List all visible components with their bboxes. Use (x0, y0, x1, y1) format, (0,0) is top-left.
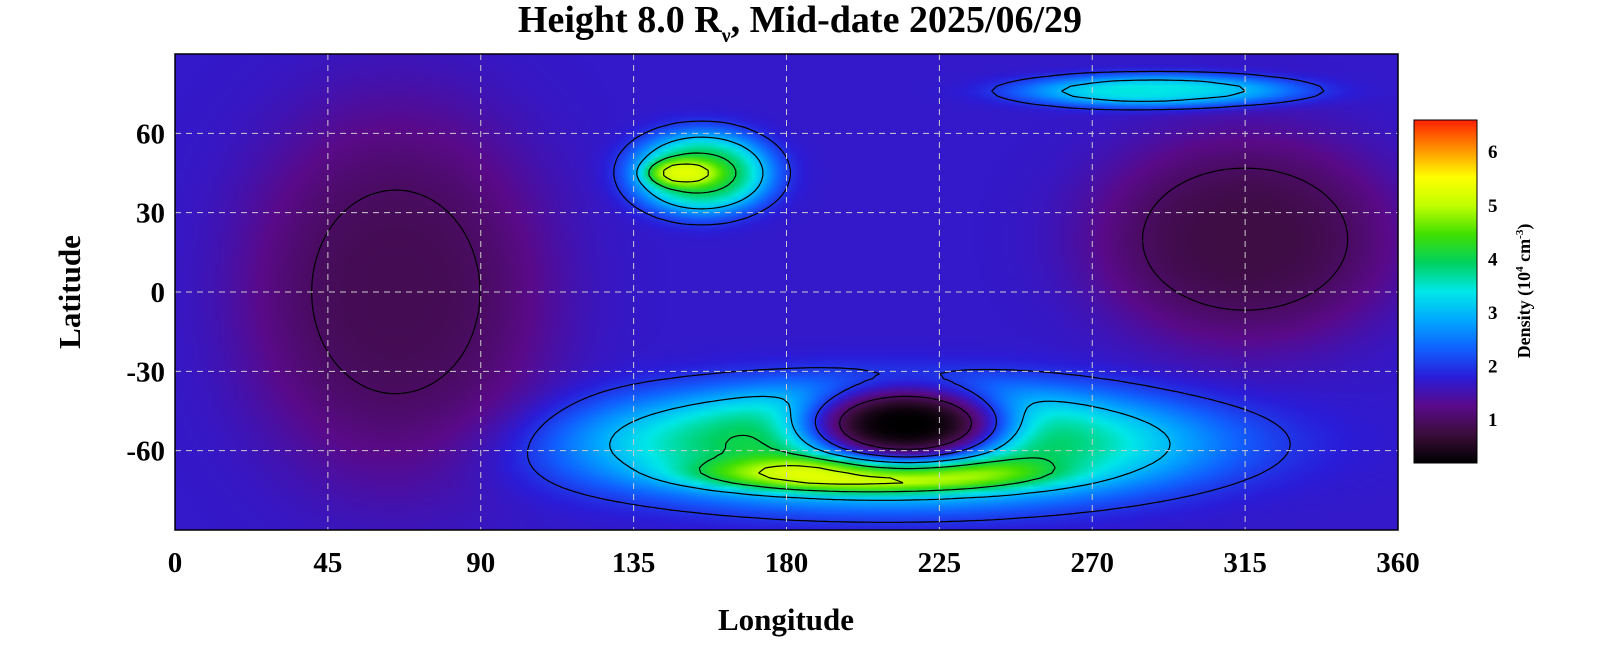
x-axis-label: Longitude (718, 602, 854, 637)
y-axis-ticks: 60 30 0 -30 -60 (126, 118, 165, 467)
x-axis-ticks: 0 45 90 135 180 225 270 315 360 (168, 547, 1420, 579)
contour-lines (311, 70, 1349, 523)
colorbar-tick-label: 3 (1488, 303, 1498, 324)
x-tick-label: 225 (918, 547, 962, 579)
y-tick-label: -30 (126, 356, 165, 388)
y-tick-label: 0 (151, 277, 166, 309)
x-tick-label: 360 (1376, 547, 1420, 579)
y-tick-label: -60 (126, 436, 165, 468)
colorbar-tick-label: 2 (1488, 357, 1498, 378)
y-tick-label: 30 (136, 198, 165, 230)
x-tick-label: 45 (313, 547, 342, 579)
x-tick-label: 270 (1071, 547, 1115, 579)
contour-line (609, 79, 1246, 501)
colorbar-tick-label: 6 (1488, 142, 1498, 163)
colorbar-ticks: 1 2 3 4 5 6 (1488, 142, 1498, 431)
y-tick-label: 60 (136, 118, 165, 150)
x-tick-label: 180 (765, 547, 809, 579)
x-tick-label: 315 (1223, 547, 1267, 579)
grid-lines (175, 54, 1398, 530)
x-tick-label: 0 (168, 547, 183, 579)
chart-title: Height 8.0 Rν, Mid-date 2025/06/29 (518, 0, 1082, 47)
x-tick-label: 90 (466, 547, 495, 579)
colorbar-tick-label: 4 (1488, 249, 1498, 270)
x-tick-label: 135 (612, 547, 656, 579)
colorbar-tick-label: 1 (1488, 410, 1498, 431)
contour-line (648, 152, 1056, 493)
y-axis-label: Latitude (52, 235, 87, 349)
colorbar-label: Density (104 cm-3) (1514, 224, 1535, 359)
plot-frame (174, 53, 1399, 531)
colorbar (1413, 119, 1478, 464)
contour-line (311, 167, 1349, 450)
colorbar-tick-label: 5 (1488, 196, 1498, 217)
